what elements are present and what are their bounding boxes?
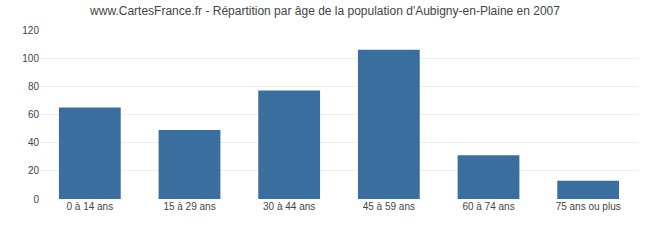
svg-text:120: 120 [22, 25, 39, 36]
svg-text:0 à 14 ans: 0 à 14 ans [66, 201, 113, 212]
svg-text:80: 80 [28, 81, 40, 92]
svg-text:www.CartesFrance.fr - Répartit: www.CartesFrance.fr - Répartition par âg… [89, 4, 560, 18]
svg-text:0: 0 [33, 194, 39, 205]
svg-text:40: 40 [28, 137, 40, 148]
svg-text:15 à 29 ans: 15 à 29 ans [163, 201, 215, 212]
svg-text:60 à 74 ans: 60 à 74 ans [462, 201, 514, 212]
svg-text:75 ans ou plus: 75 ans ou plus [556, 201, 621, 212]
svg-text:45 à 59 ans: 45 à 59 ans [363, 201, 415, 212]
svg-text:30 à 44 ans: 30 à 44 ans [263, 201, 315, 212]
svg-text:20: 20 [28, 165, 40, 176]
svg-text:60: 60 [28, 109, 40, 120]
svg-text:100: 100 [22, 53, 39, 64]
